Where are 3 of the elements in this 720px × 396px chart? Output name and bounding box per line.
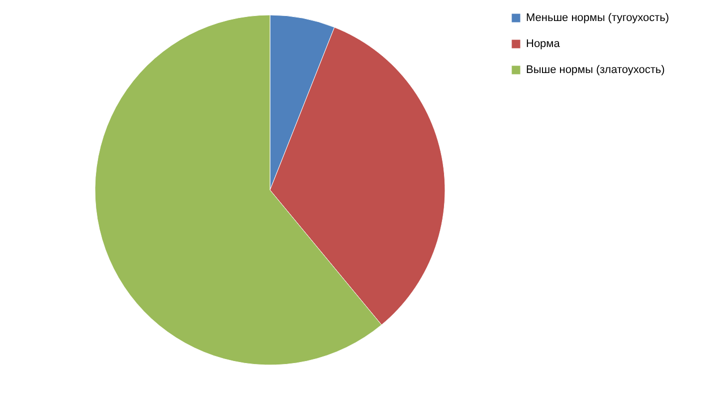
- legend-label: Выше нормы (златоухость): [526, 64, 665, 76]
- legend-label: Меньше нормы (тугоухость): [526, 12, 670, 24]
- legend-label: Норма: [526, 38, 561, 50]
